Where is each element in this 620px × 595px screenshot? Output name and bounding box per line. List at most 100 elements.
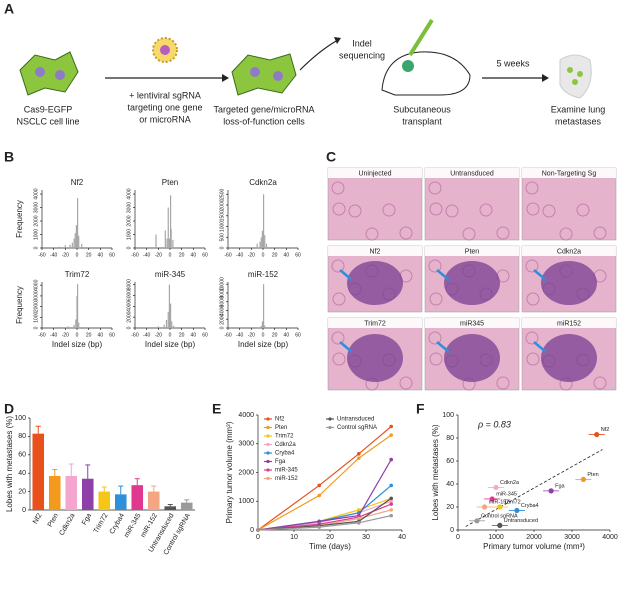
histogram-bar — [74, 233, 76, 248]
histogram-bar — [264, 235, 266, 248]
tissue-texture — [525, 181, 539, 195]
histogram-bar — [167, 207, 169, 248]
histology-image — [521, 167, 617, 241]
x-tick-label: Trim72 — [93, 512, 110, 534]
x-tick-label: 40 — [191, 332, 197, 338]
histogram-bar — [64, 245, 66, 248]
series-line — [257, 434, 392, 531]
x-tick-label: 40 — [98, 252, 104, 258]
x-tick-label: -20 — [155, 252, 162, 258]
bar — [32, 433, 45, 510]
y-tick-label: 4000 — [219, 305, 225, 316]
point-label: Control sgRNA — [481, 513, 518, 519]
tissue-texture — [429, 292, 443, 306]
x-tick-label: -60 — [38, 332, 45, 338]
y-tick-label: 2000 — [33, 215, 39, 226]
point — [317, 493, 322, 498]
schematic-text: Examine lung — [551, 104, 606, 114]
bar — [180, 502, 193, 510]
bar — [164, 506, 177, 510]
x-tick-label: -20 — [248, 252, 255, 258]
x-tick-label: 0 — [76, 332, 79, 338]
legend-swatch — [266, 451, 270, 455]
point — [548, 488, 554, 494]
x-tick-label: 60 — [109, 332, 115, 338]
arrow — [533, 341, 547, 353]
point — [389, 499, 394, 504]
tumor-region — [541, 261, 597, 305]
label-strip — [425, 318, 519, 328]
label-strip — [522, 246, 616, 256]
y-tick-label: 3000 — [33, 290, 39, 301]
x-tick-label: -60 — [224, 252, 231, 258]
x-axis-label: Indel size (bp) — [145, 340, 196, 349]
x-tick-label: 0 — [76, 252, 79, 258]
x-tick-label: 60 — [202, 332, 208, 338]
x-tick-label: -20 — [248, 332, 255, 338]
tissue-texture — [496, 226, 510, 240]
arrow — [339, 269, 353, 281]
x-tick-label: 40 — [191, 252, 197, 258]
y-tick-label: 1000 — [33, 312, 39, 323]
legend-label: Control sgRNA — [337, 425, 377, 431]
y-axis-label: Frequency — [15, 286, 24, 324]
x-tick-label: 20 — [326, 534, 334, 541]
x-axis-label: Time (days) — [309, 542, 351, 551]
legend-swatch — [328, 417, 332, 421]
point-label: Nf2 — [601, 427, 610, 433]
y-tick-label: 60 — [18, 452, 26, 459]
series-line — [257, 515, 392, 531]
y-tick-label: 0 — [126, 246, 132, 249]
point — [389, 433, 394, 437]
bar — [81, 478, 94, 510]
schematic-text: Indel — [352, 38, 372, 48]
x-tick-label: 2000 — [526, 534, 542, 541]
tissue-texture — [399, 226, 413, 240]
x-tick-label: 30 — [362, 534, 370, 541]
histogram-bar — [264, 325, 266, 328]
histogram-bar — [172, 239, 174, 248]
label-strip — [425, 168, 519, 178]
x-tick-label: -40 — [50, 252, 57, 258]
point-label: Pten — [587, 472, 598, 478]
point — [389, 424, 394, 429]
histogram-bar — [260, 325, 262, 328]
chart-title: Pten — [162, 178, 178, 187]
x-tick-label: 0 — [456, 534, 460, 541]
x-tick-label: 20 — [272, 252, 278, 258]
y-tick-label: 80 — [446, 435, 454, 442]
legend-label: Pten — [275, 425, 287, 431]
histogram-bar — [163, 324, 165, 328]
y-tick-label: 100 — [442, 412, 454, 419]
point — [357, 508, 361, 512]
y-tick-label: 6000 — [126, 290, 132, 301]
point-label: Fga — [555, 483, 565, 489]
histogram-bar — [75, 319, 77, 328]
y-tick-label: 0 — [219, 326, 225, 329]
panel-label: B — [4, 149, 14, 165]
histogram-bar — [256, 327, 258, 328]
point — [317, 519, 322, 524]
histogram-bar — [75, 225, 78, 248]
y-tick-label: 6000 — [219, 296, 225, 307]
histogram-bar — [155, 234, 157, 248]
label-strip — [328, 318, 422, 328]
point — [389, 496, 394, 501]
point-label: Trim72 — [504, 499, 521, 505]
tissue-texture — [526, 292, 540, 306]
histogram-bar — [71, 242, 73, 248]
panel-label: A — [4, 1, 14, 17]
label-strip — [328, 246, 422, 256]
histology-label: Cdkn2a — [557, 248, 581, 255]
bar — [147, 491, 160, 510]
histogram-bar — [261, 230, 264, 248]
y-tick-label: 100 — [14, 415, 26, 422]
label-strip — [522, 318, 616, 328]
legend-swatch — [266, 442, 270, 447]
legend-label: Nf2 — [275, 417, 285, 423]
point — [497, 522, 503, 529]
legend-label: Untransduced — [337, 417, 374, 423]
x-tick-label: -20 — [62, 252, 69, 258]
x-tick-label: 20 — [272, 332, 278, 338]
